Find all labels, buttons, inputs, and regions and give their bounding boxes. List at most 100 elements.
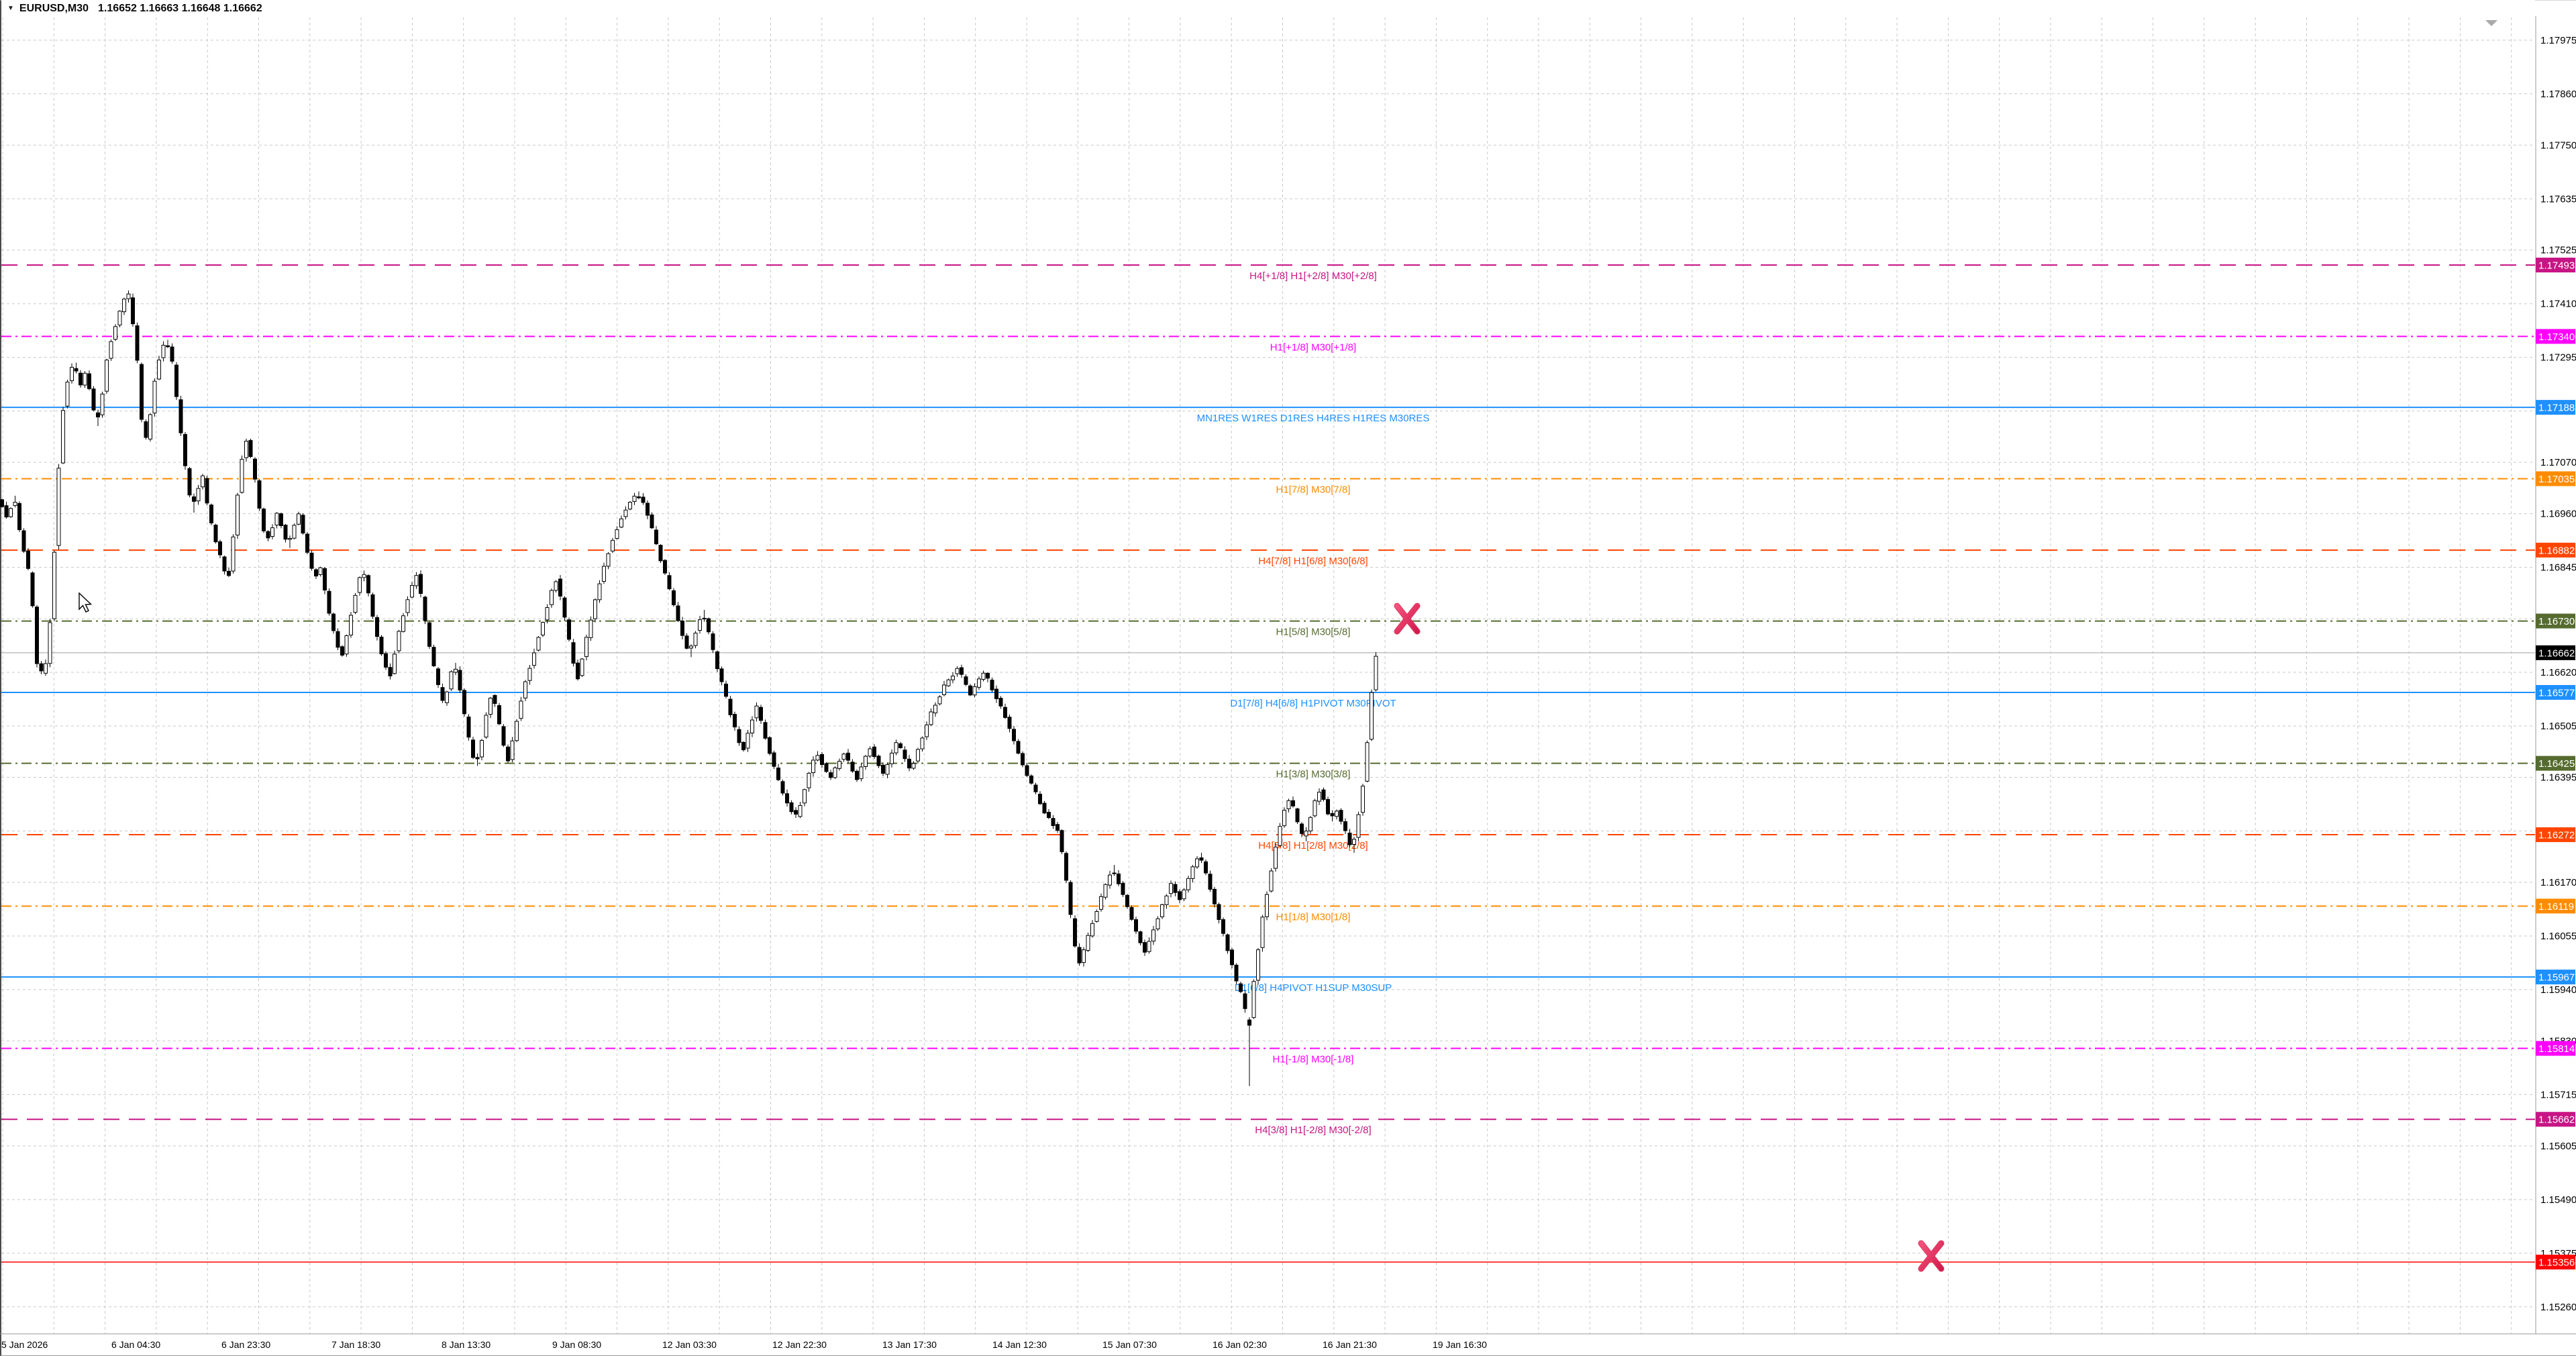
price-level-badge: 1.16730 (2536, 613, 2575, 629)
candle (1247, 1017, 1251, 1086)
candle (401, 613, 405, 633)
candle (1138, 931, 1143, 946)
candle (1321, 787, 1326, 802)
candle (955, 666, 960, 677)
candle (929, 708, 933, 726)
candle (262, 507, 266, 533)
svg-text:1.17340: 1.17340 (2538, 331, 2575, 343)
candle (1274, 843, 1278, 872)
price-axis[interactable]: 1.17975 1.17860 1.17750 1.17635 1.17525 1.174… (2536, 35, 2576, 1313)
candle (663, 559, 667, 575)
candle (1007, 714, 1012, 733)
candle (1251, 979, 1256, 1019)
candle (70, 363, 74, 384)
candle (462, 688, 466, 717)
candle (157, 356, 161, 380)
candle (741, 741, 745, 752)
candle (314, 568, 318, 579)
candle (606, 552, 611, 570)
svg-text:1.16425: 1.16425 (2538, 758, 2575, 770)
candle (244, 438, 248, 462)
candle (305, 531, 309, 555)
candle (545, 604, 550, 624)
candle (301, 513, 305, 535)
time-axis-label: 13 Jan 17:30 (882, 1339, 937, 1350)
candle (946, 678, 951, 687)
candle (1190, 865, 1195, 883)
candle (933, 702, 937, 717)
price-axis-tick-label: 1.17750 (2540, 140, 2576, 151)
candle (283, 523, 288, 543)
candle (951, 672, 955, 684)
candle (536, 636, 541, 651)
candle (170, 343, 174, 364)
candle (1121, 881, 1125, 897)
candle (222, 555, 227, 575)
candle (632, 492, 637, 505)
time-axis-label: 12 Jan 22:30 (772, 1339, 827, 1350)
candle (1195, 856, 1199, 869)
svg-text:1.15356: 1.15356 (2538, 1257, 2575, 1269)
candle (698, 615, 702, 634)
candle (1256, 948, 1260, 985)
candle (65, 379, 70, 409)
candle (1352, 837, 1356, 853)
candle (1178, 889, 1182, 904)
price-axis-tick-label: 1.16960 (2540, 509, 2576, 520)
candle (1282, 807, 1286, 828)
candle (1286, 798, 1291, 813)
candle (227, 568, 231, 578)
candle (61, 407, 65, 464)
candle (257, 479, 262, 511)
price-level-badge: 1.16119 (2536, 898, 2575, 914)
time-axis-label: 5 Jan 2026 (1, 1339, 48, 1350)
candle (850, 759, 855, 773)
candle (859, 763, 864, 782)
candle (1225, 933, 1230, 954)
candle (960, 664, 964, 678)
candle (135, 322, 140, 364)
candle (719, 666, 724, 686)
candle (977, 676, 981, 690)
candle (9, 507, 13, 518)
candle (1021, 751, 1025, 768)
candle (126, 290, 131, 303)
candle (1243, 990, 1247, 1013)
candle (994, 685, 998, 703)
candle (292, 523, 297, 539)
candle (122, 297, 126, 315)
candle (327, 588, 331, 616)
candle (370, 592, 375, 619)
candle (903, 746, 907, 762)
candle (83, 371, 87, 388)
x-marker-icon (1918, 1240, 1945, 1272)
time-axis-label: 16 Jan 02:30 (1213, 1339, 1267, 1350)
candle (497, 702, 501, 725)
candle (174, 362, 178, 401)
candle (1003, 703, 1007, 719)
murrey-level-lines (1, 264, 2535, 1263)
candle (471, 737, 475, 760)
candle (728, 696, 733, 718)
candle (815, 751, 820, 762)
price-axis-tick-label: 1.16055 (2540, 931, 2576, 942)
candle (541, 621, 545, 637)
candlestick-series[interactable] (0, 290, 1378, 1086)
candle (693, 631, 698, 649)
candle (733, 711, 737, 731)
price-level-badge: 1.15814 (2536, 1041, 2575, 1056)
candle (1160, 903, 1164, 919)
svg-text:1.17035: 1.17035 (2538, 474, 2575, 485)
candle (105, 358, 109, 395)
candle (968, 684, 972, 696)
candle (864, 755, 868, 770)
candle (1361, 784, 1365, 816)
price-level-label: H4[7/8] H1[6/8] M30[6/8] (1258, 556, 1368, 567)
time-axis[interactable]: 5 Jan 2026 6 Jan 04:30 6 Jan 23:30 7 Jan 18… (1, 1339, 1487, 1350)
candle (205, 476, 209, 506)
candle (4, 501, 9, 519)
symbol-dropdown-icon[interactable]: ▼ (7, 5, 14, 12)
candle (1343, 818, 1347, 835)
candle (1312, 798, 1317, 818)
